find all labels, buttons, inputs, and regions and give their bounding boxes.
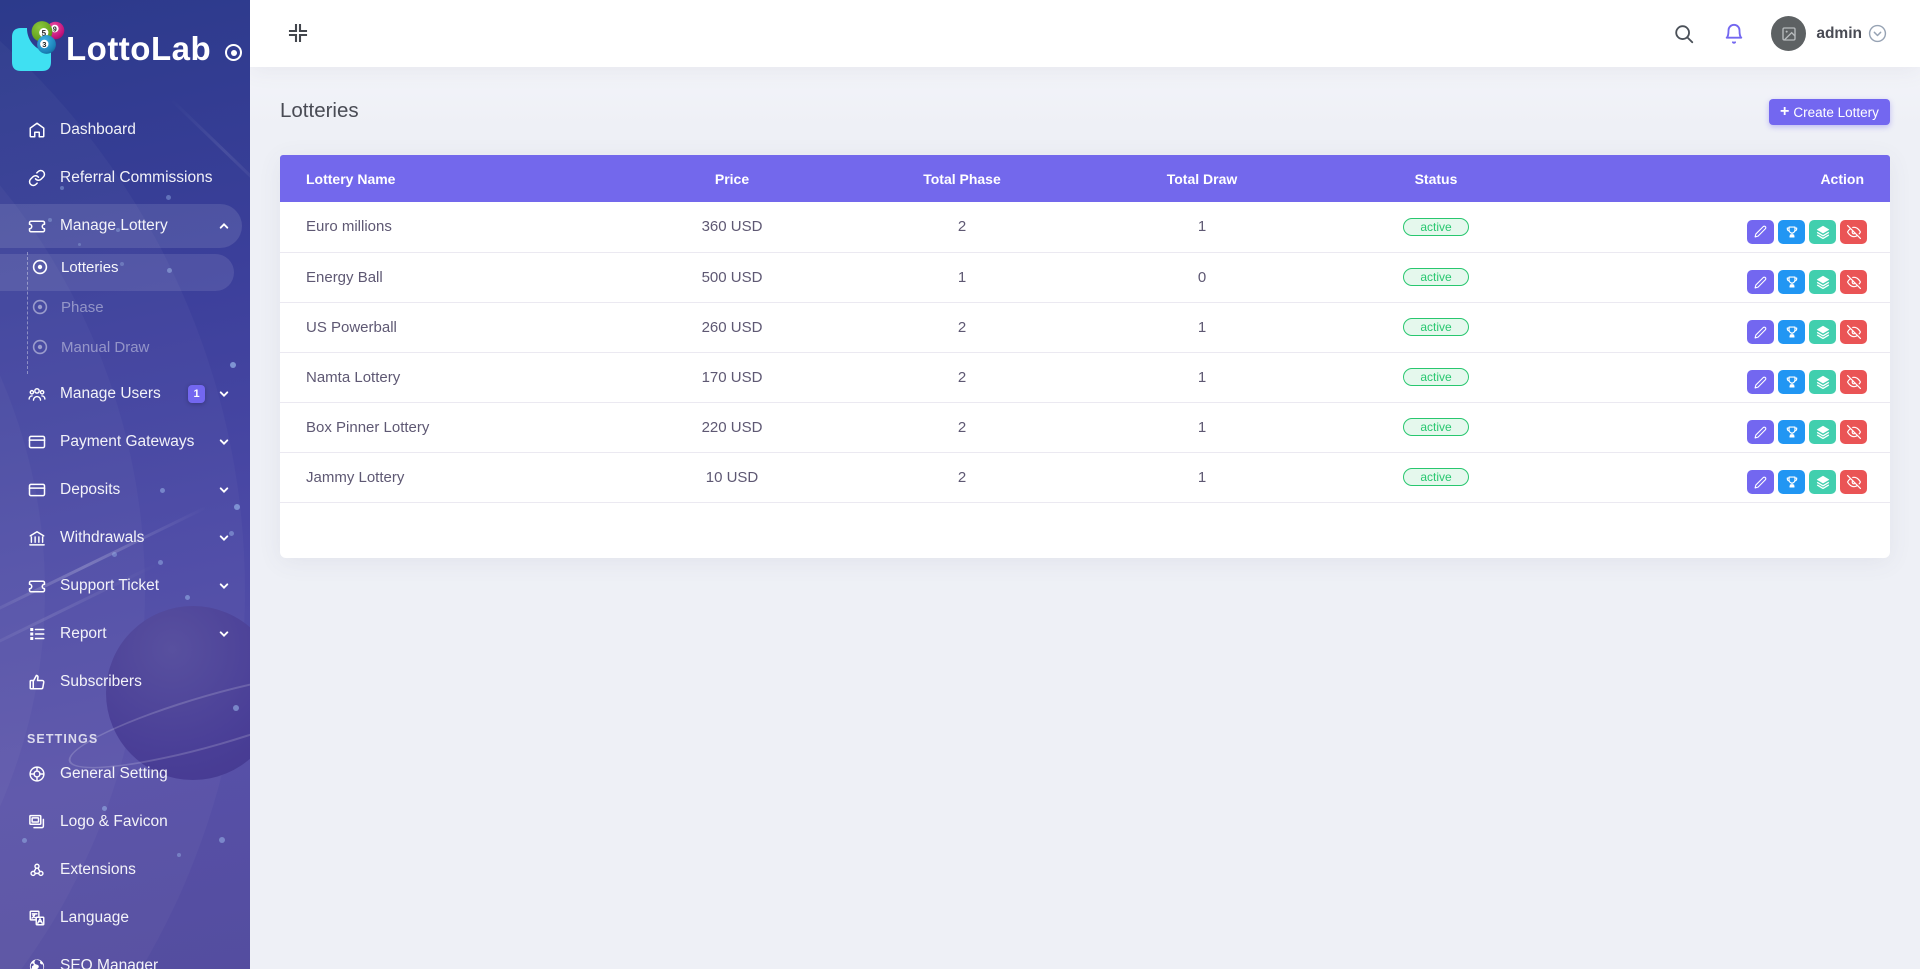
- svg-text:5: 5: [42, 29, 47, 38]
- svg-text:9: 9: [53, 26, 57, 33]
- svg-text:3: 3: [42, 40, 46, 49]
